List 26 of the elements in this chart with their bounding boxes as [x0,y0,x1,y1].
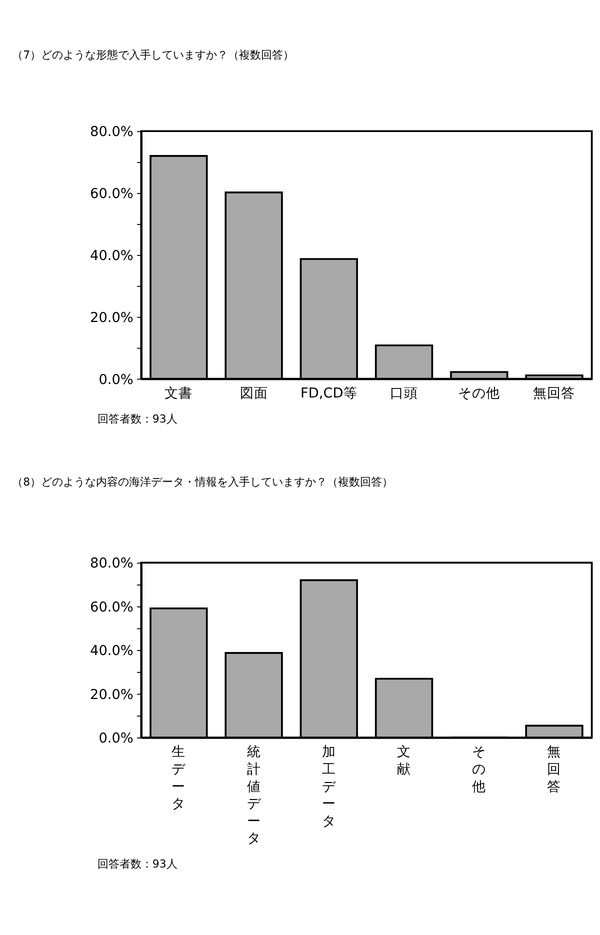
x-tick-label: その他 [458,385,500,402]
x-tick-label: その他 [472,744,486,795]
x-tick-label: 図面 [240,385,268,402]
chart-title: （7）どのような形態で入手していますか？（複数回答） [12,48,294,62]
y-tick-label: 60.0% [90,599,134,616]
text: 回答者数：93人 [97,412,178,426]
x-tick-label: 加工データ [322,744,337,830]
x-tick-label: 統計値データ [246,744,262,847]
y-tick-label: 80.0% [90,556,134,572]
x-tick-label: 口頭 [390,385,418,402]
y-tick-label: 60.0% [90,186,134,202]
y-tick-label: 0.0% [98,730,134,747]
text: 回答者数：93人 [97,858,178,871]
x-tick-label: 無回答 [533,385,576,402]
y-tick-label: 0.0% [98,372,134,388]
y-tick-label: 40.0% [90,643,134,660]
x-tick-label: 文献 [397,744,412,778]
x-tick-label: 文書 [164,385,193,402]
x-tick-label: 無回答 [547,744,562,795]
y-tick-label: 40.0% [90,248,134,264]
y-tick-label: 80.0% [90,124,134,140]
x-tick-label: FD,CD等 [300,385,358,402]
chart-title: （8）どのような内容の海洋データ・情報を入手していますか？（複数回答） [12,475,394,488]
x-tick-label: 生データ [172,744,187,812]
y-tick-label: 20.0% [90,310,134,326]
y-tick-label: 20.0% [90,686,134,703]
